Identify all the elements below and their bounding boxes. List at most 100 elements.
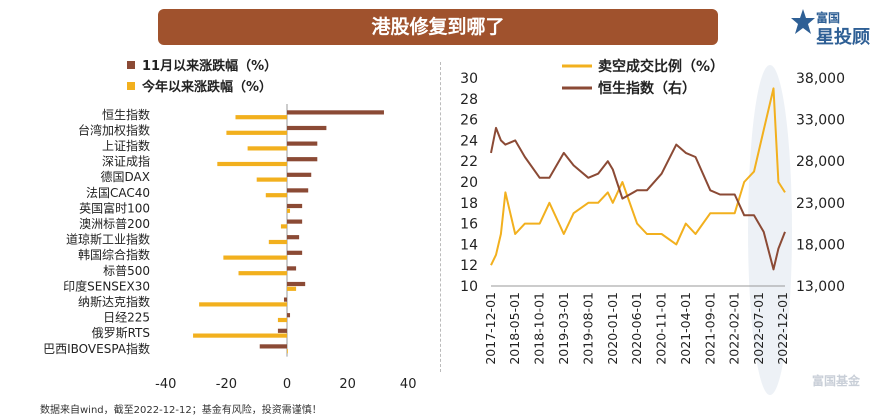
- bar: [287, 157, 318, 162]
- category-label: 印度SENSEX30: [63, 278, 150, 293]
- legend-swatch: [127, 61, 135, 69]
- category-label: 澳洲标普200: [79, 217, 150, 231]
- category-label: 英国富时100: [79, 200, 150, 215]
- bar: [280, 224, 287, 229]
- bar: [287, 235, 300, 240]
- x-tick-label: 2018-10-01: [532, 292, 547, 365]
- category-label: 恒生指数: [102, 107, 150, 122]
- y-left-tick-label: 20: [460, 175, 478, 191]
- bar: [193, 333, 287, 338]
- bar: [199, 302, 287, 307]
- y-left-tick-label: 14: [460, 237, 478, 253]
- x-tick-label: 40: [400, 377, 417, 392]
- category-label: 日经225: [103, 311, 150, 325]
- category-label: 法国CAC40: [86, 186, 150, 200]
- bar: [256, 177, 287, 182]
- category-label: 纳斯达克指数: [78, 294, 150, 309]
- x-tick-label: -40: [155, 377, 176, 392]
- bar: [287, 203, 303, 209]
- bar-chart: 11月以来涨跌幅（%） 今年以来涨跌幅（%） 恒生指数台湾加权指数上证指数深证成指德…: [43, 58, 417, 392]
- x-tick-label: 0: [283, 377, 291, 392]
- category-label: 德国DAX: [101, 169, 150, 184]
- x-tick-label: 2022-02-01: [727, 292, 742, 365]
- bar: [277, 317, 287, 323]
- bar: [235, 115, 287, 120]
- y-right-tick-label: 23,000: [796, 196, 845, 212]
- category-label: 道琼斯工业指数: [66, 232, 150, 247]
- x-tick-label: 2021-09-01: [702, 292, 717, 365]
- bar: [287, 286, 297, 291]
- x-tick-label: 2020-11-01: [654, 292, 669, 365]
- bar: [287, 110, 384, 115]
- category-label: 标普500: [103, 264, 150, 278]
- bar: [259, 344, 287, 349]
- series-line: [490, 87, 786, 266]
- y-left-tick-label: 26: [460, 113, 478, 129]
- x-tick-label: 2022-07-01: [751, 292, 766, 365]
- category-label: 台湾加权指数: [78, 122, 150, 137]
- bar: [287, 313, 291, 318]
- bar: [277, 328, 287, 333]
- category-label: 韩国综合指数: [78, 247, 150, 262]
- category-label: 巴西IBOVESPA指数: [43, 341, 150, 356]
- x-tick-label: 2019-03-01: [556, 292, 571, 365]
- bar: [268, 239, 287, 245]
- watermark: 富国基金: [812, 374, 861, 388]
- brand-logo: 富国 星投顾: [790, 5, 870, 48]
- category-label: 俄罗斯RTS: [92, 326, 150, 340]
- bar: [217, 161, 287, 167]
- legend-label: 恒生指数（右）: [598, 80, 696, 97]
- x-tick-label: 2017-12-01: [483, 292, 498, 365]
- y-left-tick-label: 22: [460, 154, 478, 170]
- chart-title: 港股修复到哪了: [158, 9, 718, 45]
- y-left-tick-label: 28: [460, 92, 478, 108]
- y-right-tick-label: 38,000: [796, 71, 845, 87]
- legend-swatch: [127, 82, 135, 90]
- x-tick-label: -20: [216, 377, 237, 392]
- y-left-tick-label: 16: [460, 217, 478, 233]
- legend-label: 11月以来涨跌幅（%）: [142, 58, 277, 74]
- bar: [238, 271, 287, 276]
- series-line: [490, 126, 786, 271]
- y-left-tick-label: 30: [460, 71, 478, 87]
- bar: [247, 146, 287, 151]
- y-left-tick-label: 24: [460, 133, 478, 149]
- y-right-tick-label: 13,000: [796, 279, 845, 295]
- legend-label: 卖空成交比例（%）: [598, 58, 724, 75]
- brand-line2: 星投顾: [816, 27, 870, 48]
- y-left-tick-label: 12: [460, 258, 478, 274]
- category-label: 深证成指: [102, 154, 150, 169]
- bar: [287, 250, 303, 255]
- bar: [287, 188, 309, 193]
- bar: [287, 208, 291, 213]
- bar: [283, 297, 287, 302]
- star-icon: [791, 9, 815, 34]
- x-tick-label: 20: [339, 377, 356, 392]
- bar: [287, 125, 327, 131]
- bar: [287, 349, 288, 354]
- bar: [287, 266, 297, 271]
- x-tick-label: 2022-12-01: [775, 292, 790, 365]
- x-tick-label: 2018-05-01: [507, 292, 522, 365]
- y-right-tick-label: 33,000: [796, 113, 845, 129]
- bar: [287, 281, 306, 287]
- bar: [226, 130, 287, 135]
- category-label: 上证指数: [102, 138, 150, 153]
- bar: [287, 141, 318, 146]
- bar: [287, 219, 303, 224]
- brand-line1: 富国: [816, 11, 841, 25]
- panel-divider: [440, 62, 441, 372]
- x-tick-label: 2020-06-01: [629, 292, 644, 365]
- x-tick-label: 2019-08-01: [580, 292, 595, 365]
- line-chart: 卖空成交比例（%） 恒生指数（右） 10 12 14 16 18 20 22 24 26 28 30 13…: [460, 58, 845, 395]
- y-right-tick-label: 18,000: [796, 237, 845, 253]
- bar: [223, 255, 287, 260]
- x-tick-label: 2021-04-01: [678, 292, 693, 365]
- y-left-tick-label: 10: [460, 279, 478, 295]
- legend-label: 今年以来涨跌幅（%）: [141, 79, 272, 95]
- footer-note: 数据来自wind，截至2022-12-12；基金有风险，投资需谨慎！: [40, 405, 322, 416]
- bar: [287, 172, 312, 177]
- bar: [265, 193, 287, 198]
- x-tick-label: 2020-01-01: [605, 292, 620, 365]
- y-right-tick-label: 28,000: [796, 154, 845, 170]
